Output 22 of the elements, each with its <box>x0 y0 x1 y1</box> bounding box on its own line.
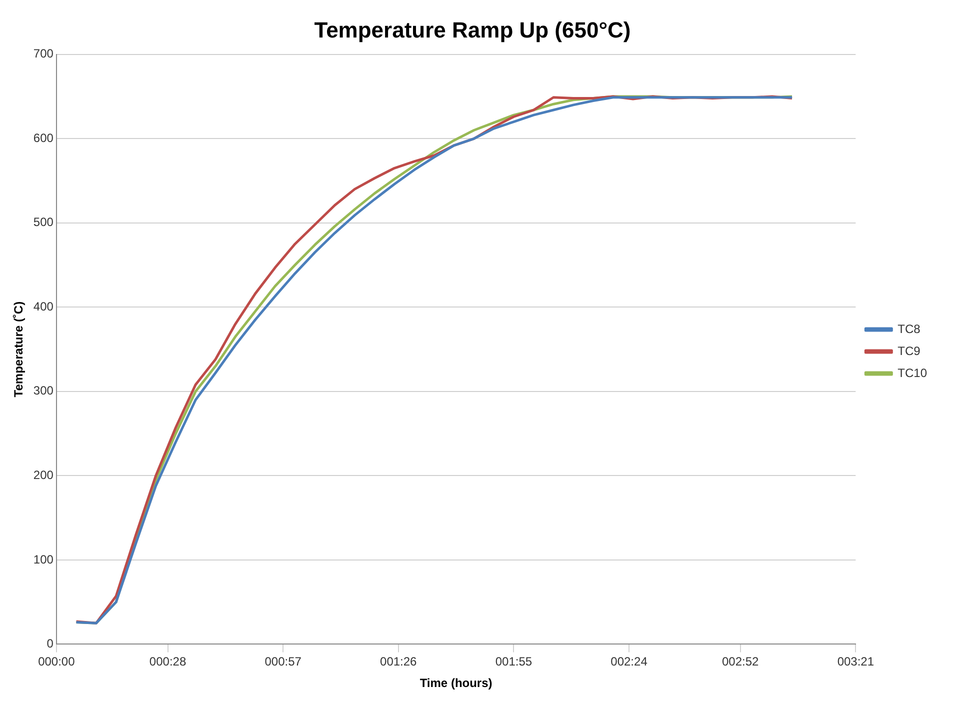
x-tick-label: 000:57 <box>264 654 302 669</box>
chart-title: Temperature Ramp Up (650°C) <box>314 17 631 42</box>
y-tick-label: 0 <box>46 636 54 651</box>
x-tick-label: 002:52 <box>722 654 760 669</box>
x-axis-title: Time (hours) <box>420 676 492 690</box>
x-tick-label: 003:21 <box>837 654 874 669</box>
y-tick-label: 400 <box>33 299 54 314</box>
x-tick-label: 001:55 <box>495 654 532 669</box>
x-tick-label: 002:24 <box>610 654 648 669</box>
legend-label: TC8 <box>898 322 921 336</box>
y-tick-label: 600 <box>33 130 54 145</box>
x-tick-label: 000:28 <box>149 654 186 669</box>
x-tick-label: 001:26 <box>380 654 418 669</box>
y-tick-label: 300 <box>33 384 54 398</box>
y-tick-label: 200 <box>33 468 54 482</box>
legend-label: TC10 <box>898 366 928 380</box>
y-tick-label: 500 <box>33 215 54 230</box>
y-axis-title: Temperature (˚C) <box>12 301 26 398</box>
y-tick-label: 700 <box>33 46 54 61</box>
legend-label: TC9 <box>898 344 921 358</box>
x-tick-label: 000:00 <box>38 654 76 669</box>
y-tick-label: 100 <box>33 552 54 566</box>
